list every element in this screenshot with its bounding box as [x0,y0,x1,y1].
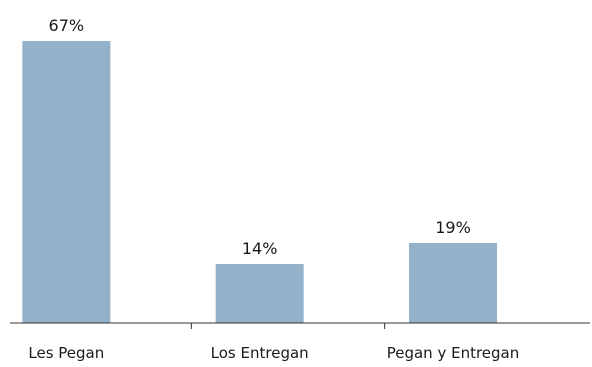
bars-layer [22,41,497,323]
value-label-1: 14% [242,239,278,258]
x-tick-labels: Les Pegan Los Entregan Pegan y Entregan [28,344,519,362]
bar-1 [215,264,304,323]
x-tick-label-1: Los Entregan [211,344,309,362]
x-tick-label-0: Les Pegan [28,344,104,362]
x-tick-label-2: Pegan y Entregan [387,344,520,362]
value-labels-layer: 67% 14% 19% [49,16,471,258]
value-label-2: 19% [435,218,471,237]
value-label-0: 67% [49,16,85,35]
x-axis [10,322,590,329]
bar-0 [22,41,111,323]
bar-2 [409,243,497,323]
